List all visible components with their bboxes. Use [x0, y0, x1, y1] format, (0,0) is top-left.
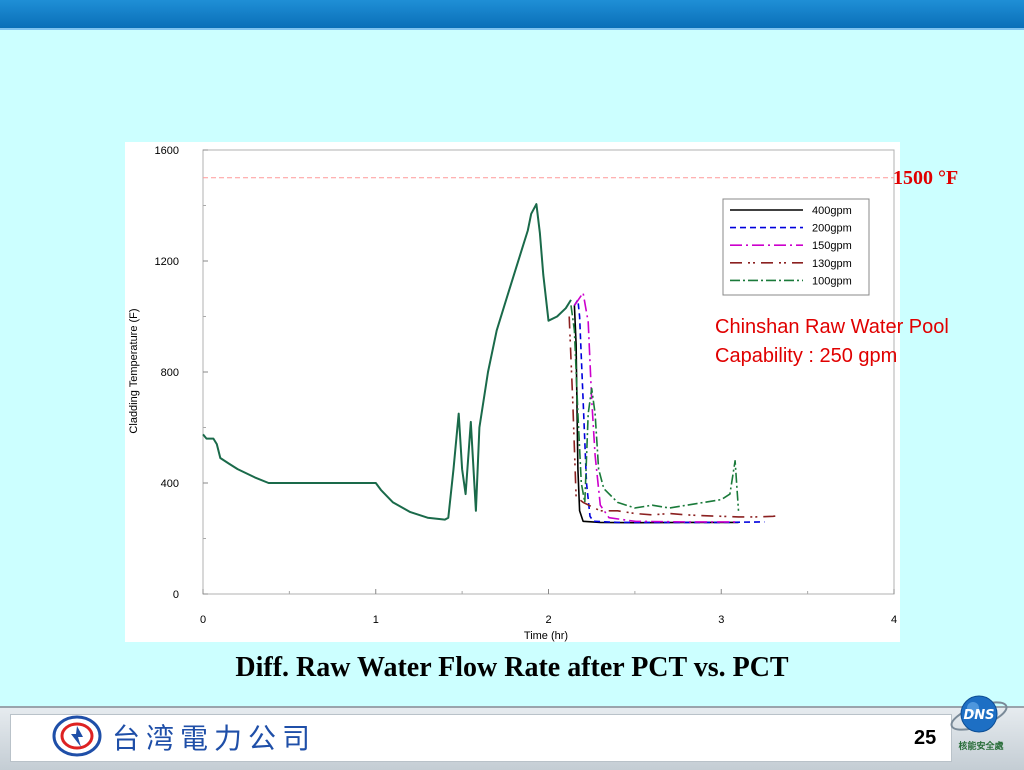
- footer-panel: [10, 714, 952, 762]
- company-name: 台湾電力公司: [112, 722, 317, 755]
- threshold-label: 1500 °F: [893, 167, 959, 189]
- series-line-150gpm: [573, 292, 739, 523]
- y-tick-label: 800: [161, 367, 179, 379]
- dns-logo-text: DNS: [963, 708, 994, 723]
- slide-title: Diff. Raw Water Flow Rate after PCT vs. …: [235, 652, 789, 683]
- legend-label: 130gpm: [812, 258, 852, 270]
- x-tick-label: 1: [373, 614, 379, 626]
- top-bar: [0, 0, 1024, 30]
- legend-label: 400gpm: [812, 205, 852, 217]
- x-tick-label: 3: [718, 614, 724, 626]
- x-axis-label: Time (hr): [524, 630, 568, 642]
- footer-bar: [0, 706, 1024, 770]
- y-tick-label: 1600: [155, 145, 179, 157]
- y-axis-label: Cladding Temperature (F): [128, 308, 140, 433]
- legend-label: 200gpm: [812, 223, 852, 235]
- page-number: 25: [914, 727, 937, 749]
- legend-label: 100gpm: [812, 275, 852, 287]
- x-tick-label: 2: [545, 614, 551, 626]
- dns-caption: 核能安全處: [958, 742, 1004, 752]
- y-tick-label: 400: [161, 478, 179, 490]
- chart-panel: 0 400 800 1200 1600 0 1 2 3 4 400gpm 200gpm 150gpm 1…: [125, 142, 900, 642]
- series-line-200gpm: [573, 299, 765, 524]
- capability-annotation: Chinshan Raw Water Pool Capability : 250…: [715, 313, 949, 371]
- series-line-400gpm: [573, 305, 739, 524]
- chart-svg: 0 400 800 1200 1600 0 1 2 3 4 400gpm 200gpm 150gpm 1…: [128, 145, 897, 642]
- x-tick-label: 0: [200, 614, 206, 626]
- taipower-logo-icon: [52, 715, 102, 757]
- y-tick-label: 0: [173, 589, 179, 601]
- legend-box: [722, 198, 870, 296]
- dns-logo-icon: DNS: [950, 695, 1008, 733]
- annotation-line-2: Capability : 250 gpm: [715, 345, 898, 367]
- series-common-path: [202, 203, 572, 521]
- y-tick-label: 1200: [155, 256, 179, 268]
- x-tick-label: 4: [891, 614, 897, 626]
- legend-label: 150gpm: [812, 240, 852, 252]
- series-line-100gpm: [570, 305, 740, 511]
- annotation-line-1: Chinshan Raw Water Pool: [715, 316, 949, 338]
